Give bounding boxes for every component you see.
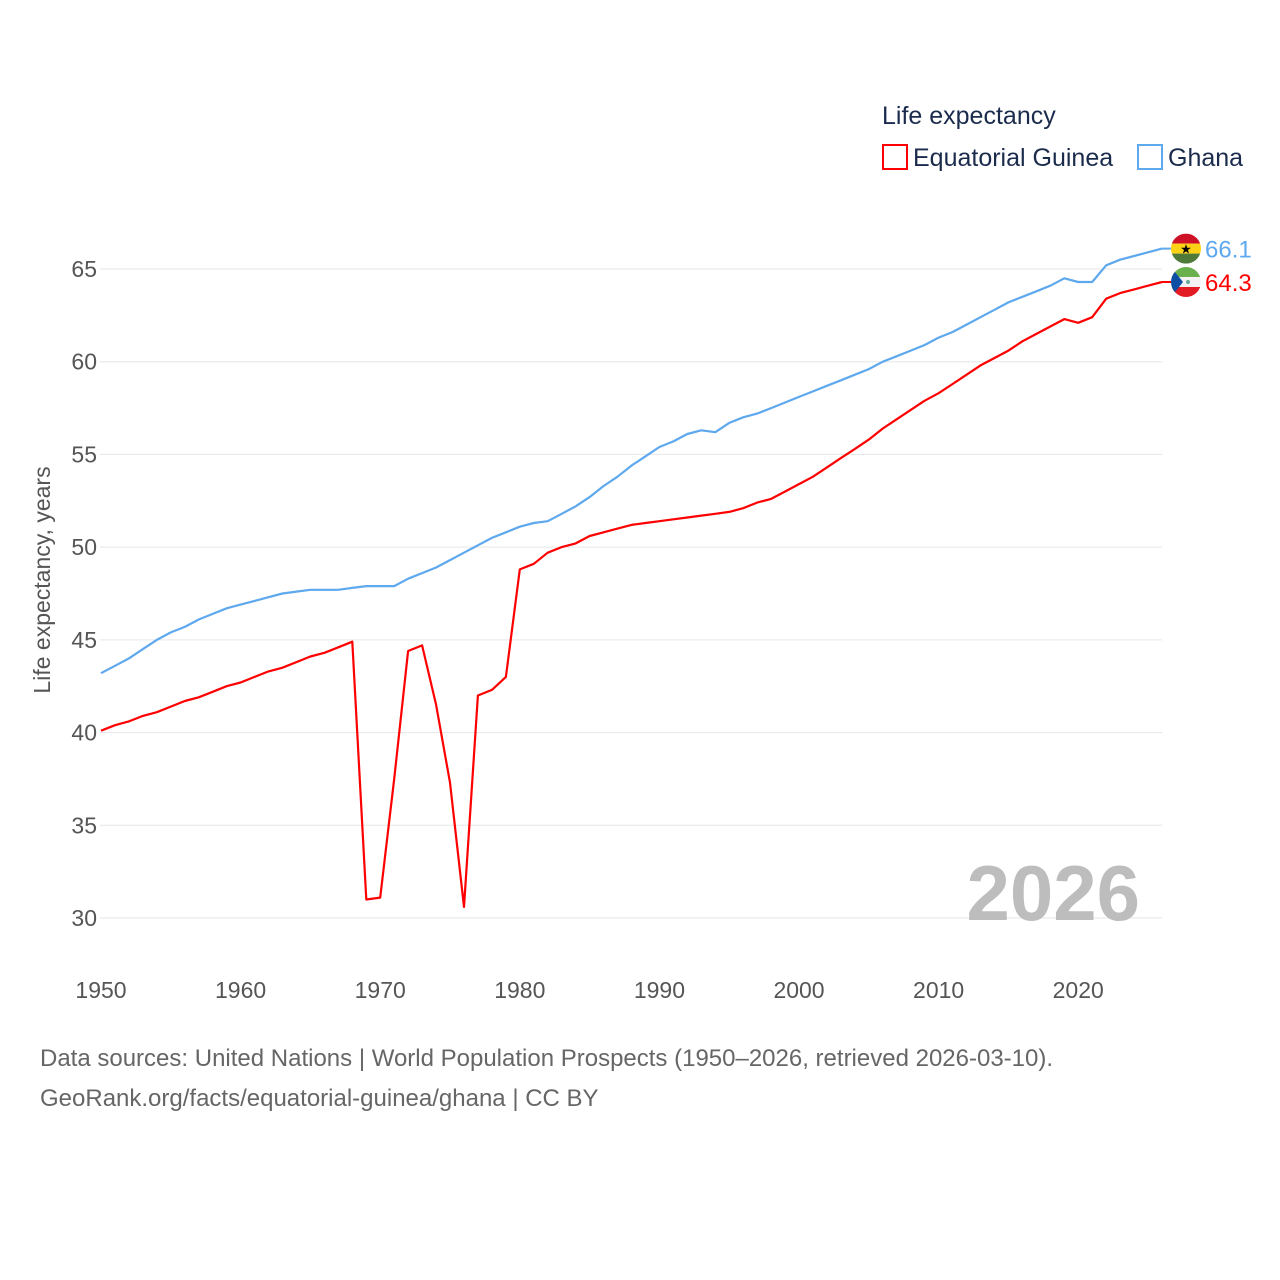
svg-text:★: ★ (1180, 242, 1192, 257)
legend-item-ghana[interactable]: Ghana (1137, 144, 1243, 172)
x-tick-label: 1970 (355, 977, 406, 1003)
legend-item-equatorial-guinea[interactable]: Equatorial Guinea (882, 144, 1113, 172)
legend-swatch (882, 144, 908, 170)
legend-label: Ghana (1168, 144, 1243, 172)
x-tick-label: 2000 (773, 977, 824, 1003)
x-tick-label: 1990 (634, 977, 685, 1003)
series-line-ghana (100, 247, 1163, 675)
x-tick-label: 1950 (75, 977, 126, 1003)
y-tick-label: 40 (71, 720, 97, 746)
end-value-label: 64.3 (1205, 270, 1252, 297)
year-watermark: 2026 (966, 849, 1140, 937)
end-value-label: 66.1 (1205, 237, 1252, 264)
y-tick-label: 60 (71, 349, 97, 375)
y-tick-label: 55 (71, 441, 97, 467)
equatorial-guinea-flag-icon (1171, 266, 1201, 297)
y-axis-label: Life expectancy, years (29, 466, 55, 693)
x-tick-label: 1980 (494, 977, 545, 1003)
series-line-equatorial-guinea (100, 280, 1163, 909)
legend-swatch (1137, 144, 1163, 170)
legend-label: Equatorial Guinea (913, 144, 1113, 172)
legend-title: Life expectancy (882, 102, 1056, 130)
y-tick-label: 45 (71, 627, 97, 653)
ghana-flag-icon: ★ (1171, 233, 1201, 264)
x-tick-label: 1960 (215, 977, 266, 1003)
y-tick-label: 35 (71, 812, 97, 838)
attribution-link[interactable]: GeoRank.org/facts/equatorial-guinea/ghan… (40, 1085, 599, 1112)
x-tick-label: 2020 (1053, 977, 1104, 1003)
y-tick-label: 30 (71, 905, 97, 931)
x-tick-label: 2010 (913, 977, 964, 1003)
y-tick-label: 65 (71, 256, 97, 282)
y-tick-label: 50 (71, 534, 97, 560)
source-text: Data sources: United Nations | World Pop… (40, 1045, 1054, 1072)
